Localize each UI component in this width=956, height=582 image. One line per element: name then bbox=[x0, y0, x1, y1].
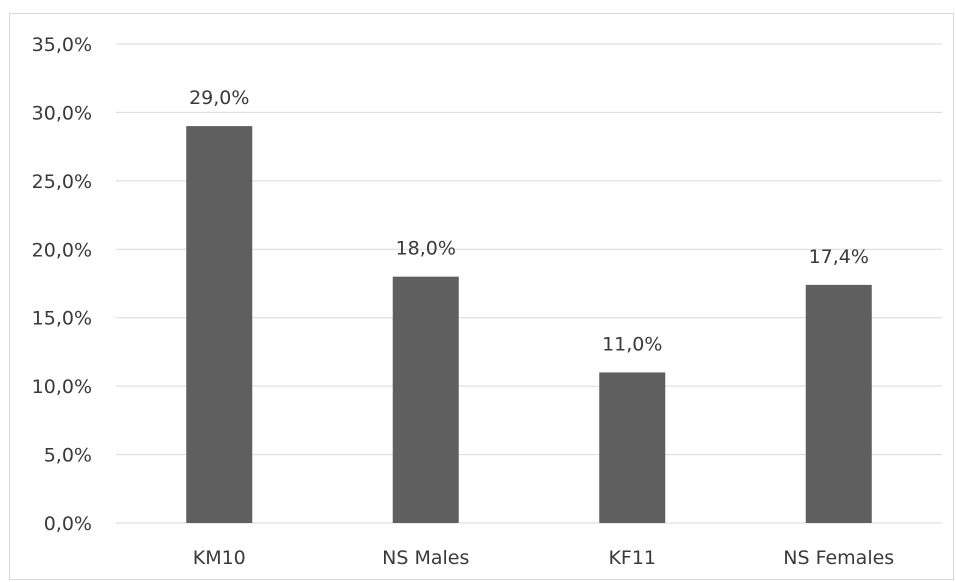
data-label: 11,0% bbox=[602, 333, 662, 355]
data-label: 18,0% bbox=[396, 238, 456, 260]
y-axis-tick-labels: 0,0% 5,0% 10,0% 15,0% 20,0% 25,0% 30,0% 35,0% bbox=[32, 34, 92, 535]
data-labels: 29,0% 18,0% 11,0% 17,4% bbox=[189, 87, 869, 355]
y-tick-label: 15,0% bbox=[32, 308, 92, 330]
gridlines bbox=[116, 43, 942, 524]
category-label: NS Females bbox=[783, 547, 894, 569]
bar-km10 bbox=[186, 126, 253, 523]
category-label: KF11 bbox=[608, 547, 656, 569]
y-tick-label: 20,0% bbox=[32, 239, 92, 261]
bar-kf11 bbox=[599, 372, 666, 523]
category-label: NS Males bbox=[382, 547, 469, 569]
x-axis-category-labels: KM10 NS Males KF11 NS Females bbox=[193, 547, 894, 569]
y-tick-label: 10,0% bbox=[32, 376, 92, 398]
data-label: 17,4% bbox=[809, 246, 869, 268]
y-tick-label: 5,0% bbox=[44, 445, 92, 467]
y-tick-label: 30,0% bbox=[32, 102, 92, 124]
bar-ns-males bbox=[392, 276, 459, 523]
y-tick-label: 35,0% bbox=[32, 34, 92, 56]
chart-frame bbox=[9, 13, 954, 580]
y-tick-label: 25,0% bbox=[32, 171, 92, 193]
category-label: KM10 bbox=[193, 547, 246, 569]
bars bbox=[186, 126, 872, 523]
data-label: 29,0% bbox=[189, 87, 249, 109]
bar-ns-females bbox=[805, 284, 872, 523]
y-tick-label: 0,0% bbox=[44, 513, 92, 535]
